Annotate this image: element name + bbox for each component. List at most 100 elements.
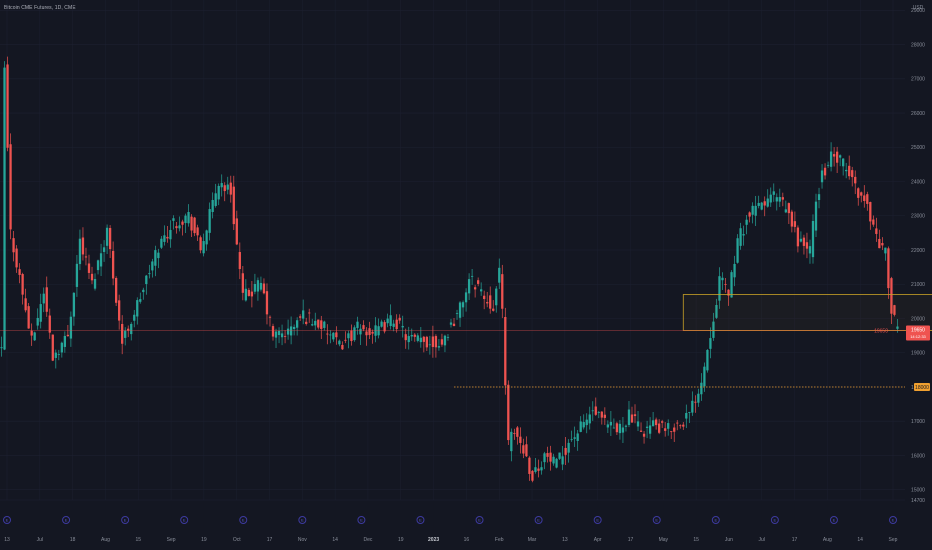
candle-down (51, 334, 54, 362)
candle-up (142, 287, 145, 300)
candle-down (404, 328, 407, 349)
candle-body (308, 312, 311, 314)
candle-up (356, 316, 359, 335)
level-tag: 18000 (914, 382, 930, 391)
event-label: E (714, 518, 717, 523)
candle-down (857, 187, 860, 206)
candle-up (178, 216, 181, 232)
y-tick-label: 25000 (911, 145, 925, 151)
candle-body (36, 317, 39, 326)
price-tag-countdown: 14:12:33 (910, 334, 926, 339)
event-label: E (892, 518, 895, 523)
candle-body (878, 238, 881, 249)
candle-up (712, 312, 715, 341)
y-tick-label: 22000 (911, 248, 925, 254)
event-label: E (301, 518, 304, 523)
candle-down (851, 166, 854, 187)
y-tick-label: 16000 (911, 453, 925, 459)
candle-body (256, 280, 260, 292)
candle-body (114, 278, 118, 303)
candle-body (516, 427, 519, 437)
candle-body (694, 401, 697, 403)
candle-down (127, 325, 130, 338)
candle-up (470, 269, 474, 285)
candle-down (476, 277, 480, 287)
candle-down (317, 319, 320, 330)
candle-body (347, 333, 350, 339)
candle-body (178, 225, 181, 229)
candle-up (799, 231, 803, 243)
candle-down (869, 201, 872, 230)
candle-body (787, 203, 791, 214)
candle-down (793, 211, 797, 233)
candle-body (389, 315, 392, 326)
candle-body (286, 328, 290, 335)
candle-body (823, 167, 827, 176)
candle-down (238, 242, 241, 280)
candle-body (718, 276, 721, 301)
candle-body (525, 444, 528, 457)
candle-down (108, 225, 112, 258)
candle-up (416, 333, 419, 343)
candle-up (555, 457, 558, 469)
candle-up (401, 315, 404, 338)
candle-up (353, 325, 356, 342)
candle-body (184, 215, 187, 224)
candle-down (657, 419, 661, 435)
x-tick-label: Nov (298, 537, 307, 543)
candle-body (546, 453, 549, 457)
candle-up (39, 293, 42, 329)
x-tick-label: 15 (693, 537, 699, 543)
candle-body (344, 339, 347, 341)
candle-down (673, 423, 676, 442)
x-tick-label: 17 (792, 537, 798, 543)
candle-down (452, 317, 456, 327)
candle-body (591, 410, 594, 412)
candle-up (205, 229, 208, 251)
candle-up (280, 324, 284, 346)
candle-body (486, 302, 489, 304)
candle-up (277, 327, 281, 344)
event-circle (416, 516, 425, 524)
candle-body (118, 300, 121, 321)
event-label: E (655, 518, 658, 523)
candle-body (890, 278, 893, 314)
candle-body (362, 325, 365, 330)
candle-up (510, 428, 513, 462)
event-marker: E (829, 516, 838, 524)
candle-body (268, 316, 272, 318)
candle-down (175, 221, 178, 234)
event-circle (298, 516, 307, 524)
candle-body (576, 433, 579, 441)
candle-body (869, 202, 872, 222)
event-circle (652, 516, 661, 524)
candle-down (483, 290, 486, 310)
candle-body (703, 366, 706, 387)
candle-down (531, 469, 534, 483)
candle-down (890, 276, 893, 325)
candle-body (733, 263, 736, 278)
candle-body (383, 322, 386, 332)
candle-down (549, 445, 552, 471)
event-label: E (478, 518, 481, 523)
candle-up (72, 291, 76, 326)
candle-body (513, 433, 516, 434)
candle-body (69, 316, 73, 339)
candle-down (724, 277, 727, 293)
candle-up (437, 338, 441, 351)
candle-body (392, 323, 395, 327)
candle-body (826, 164, 830, 166)
candle-body (808, 246, 812, 254)
candle-down (790, 209, 794, 233)
candle-body (332, 332, 335, 340)
x-tick-label: Jun (725, 537, 733, 543)
candle-up (57, 349, 60, 361)
candle-body (413, 334, 416, 337)
event-label: E (774, 518, 777, 523)
level-tag-value: 18000 (915, 385, 929, 391)
candle-body (790, 211, 794, 227)
event-marker: E (298, 516, 307, 524)
